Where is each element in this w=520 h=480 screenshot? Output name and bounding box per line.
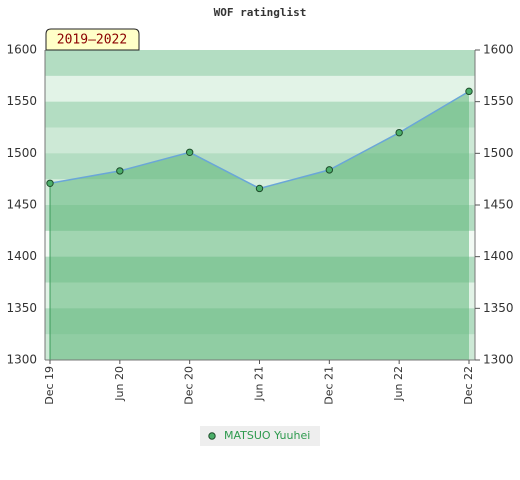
y2-tick-label: 1300 [483,353,514,367]
chart-title: WOF ratinglist [214,6,307,19]
data-point [185,148,194,157]
x-tick-label: Dec 22 [462,366,475,405]
annotation: 2019–2022 [57,33,127,48]
area [50,91,469,360]
y2-tick-label: 1400 [483,249,514,263]
x-tick-label: Jun 20 [113,366,126,402]
legend-label: MATSUO Yuuhei [224,429,310,442]
x-tick-label: Dec 19 [43,366,56,405]
y-tick-label: 1600 [6,43,37,57]
y2-tick-label: 1600 [483,43,514,57]
data-point [255,184,264,193]
data-point [325,166,334,174]
y2-tick-label: 1550 [483,94,514,108]
y2-tick-label: 1350 [483,301,514,315]
legend-box [200,426,320,446]
y2-tick-label: 1500 [483,146,514,160]
data-point [465,87,473,96]
x-tick-label: Dec 21 [322,366,335,405]
grid-band [45,75,475,102]
y-tick-label: 1500 [6,146,37,160]
x-tick-label: Jun 22 [392,366,405,402]
data-point [46,179,54,188]
y-tick-label: 1400 [6,249,37,263]
data-point [395,128,403,137]
y-tick-label: 1350 [6,301,37,315]
y-tick-label: 1550 [6,94,37,108]
legend-marker [208,432,216,440]
annotation-box [45,28,140,51]
x-tick-label: Dec 20 [183,366,196,405]
data-point [116,167,124,175]
y-tick-label: 1450 [6,198,37,212]
x-tick-label: Jun 21 [253,366,266,402]
y2-tick-label: 1450 [483,198,514,212]
y-tick-label: 1300 [6,353,37,367]
